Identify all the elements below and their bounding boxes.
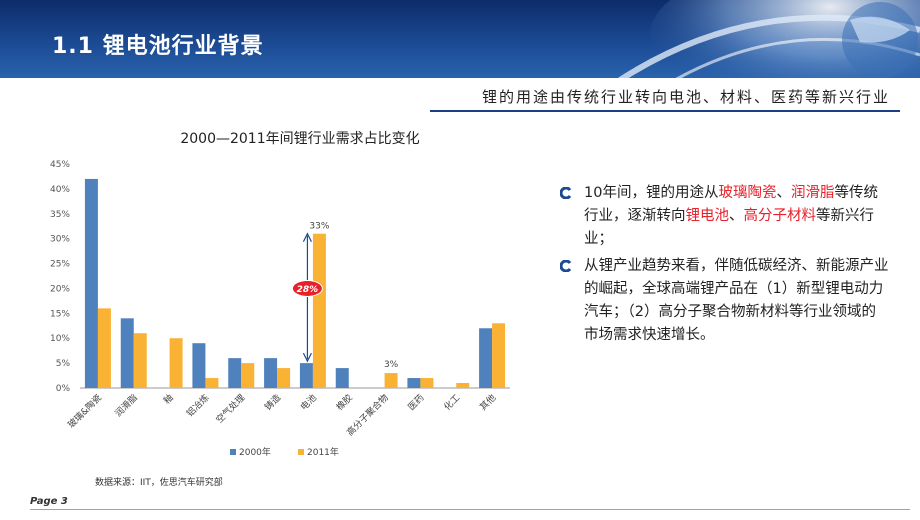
bullet-item: 从锂产业趋势来看，伴随低碳经济、新能源产业的崛起，全球高端锂产品在（1）新型锂电…: [560, 255, 890, 347]
x-tick-label: 釉: [161, 392, 176, 407]
y-tick-label: 15%: [50, 309, 70, 319]
y-tick-label: 40%: [50, 185, 70, 195]
bullet-text: 10年间，锂的用途从: [584, 185, 719, 201]
x-tick-label: 化工: [441, 392, 462, 413]
page-title: 1.1 锂电池行业背景: [52, 34, 264, 59]
legend-label: 2011年: [307, 446, 339, 458]
bar-2011: [169, 338, 183, 388]
bullet-text: 等传统行业，逐渐转向: [584, 185, 878, 224]
x-tick-label: 医药: [406, 392, 427, 413]
bullet-text: 、: [729, 208, 744, 224]
bar-2000: [335, 368, 349, 388]
bar-2000: [264, 358, 278, 388]
y-tick-label: 30%: [50, 235, 70, 245]
header-banner: 1.1 锂电池行业背景: [0, 0, 920, 78]
bar-2000: [407, 378, 421, 388]
y-tick-label: 20%: [50, 284, 70, 294]
x-tick-label: 铝冶炼: [184, 392, 212, 420]
data-label: 33%: [309, 222, 329, 232]
globe-decoration: [618, 0, 920, 78]
x-tick-label: 空气处理: [213, 392, 247, 426]
highlight-text: 润滑脂: [790, 185, 835, 201]
bar-2011: [456, 383, 470, 388]
bar-2011: [241, 363, 255, 388]
bullet-c-icon: [560, 187, 572, 199]
highlight-text: 锂电池: [685, 208, 730, 224]
bullet-text: 等新兴行业；: [584, 208, 874, 247]
arrow-down-icon: [302, 352, 312, 363]
chart-title: 2000—2011年间锂行业需求占比变化: [180, 131, 420, 147]
bar-2000: [120, 318, 134, 388]
y-tick-label: 25%: [50, 260, 70, 270]
footer-divider: [30, 509, 910, 510]
bullet-list: 10年间，锂的用途从玻璃陶瓷、润滑脂等传统行业，逐渐转向锂电池、高分子材料等新兴…: [560, 182, 890, 351]
bullet-c-icon: [560, 260, 572, 272]
x-tick-label: 其他: [477, 392, 498, 413]
arrow-up-icon: [302, 232, 312, 242]
subtitle-underline: [430, 110, 900, 112]
legend-swatch: [298, 449, 304, 455]
bar-2011: [420, 378, 434, 388]
bar-2011: [205, 378, 219, 388]
y-tick-label: 5%: [56, 359, 71, 369]
x-tick-label: 橡胶: [334, 392, 355, 413]
bar-2011: [133, 333, 147, 388]
data-label: 3%: [384, 360, 399, 370]
x-tick-label: 玻璃&陶瓷: [65, 392, 104, 431]
bullet-item: 10年间，锂的用途从玻璃陶瓷、润滑脂等传统行业，逐渐转向锂电池、高分子材料等新兴…: [560, 182, 890, 251]
bullet-text: 从锂产业趋势来看，伴随低碳经济、新能源产业的崛起，全球高端锂产品在（1）新型锂电…: [584, 258, 889, 343]
bar-2011: [384, 373, 398, 388]
page-subtitle: 锂的用途由传统行业转向电池、材料、医药等新兴行业: [481, 88, 890, 106]
highlight-text: 玻璃陶瓷: [718, 185, 777, 201]
x-tick-label: 铸造: [262, 392, 283, 413]
bar-2000: [192, 343, 206, 388]
data-source-note: 数据来源：IIT，佐思汽车研究部: [95, 478, 223, 488]
bar-2000: [228, 358, 242, 388]
bar-2011: [312, 233, 326, 388]
y-tick-label: 10%: [50, 334, 70, 344]
y-tick-label: 45%: [50, 160, 70, 170]
x-tick-label: 润滑脂: [112, 392, 140, 420]
highlight-text: 高分子材料: [743, 208, 817, 224]
change-badge: [291, 279, 323, 297]
legend-label: 2000年: [239, 446, 271, 458]
x-tick-label: 电池: [298, 392, 319, 413]
bar-2000: [299, 363, 313, 388]
bar-2011: [97, 308, 111, 388]
bar-2000: [84, 178, 98, 388]
bullet-text: 、: [776, 185, 791, 201]
page-number: Page 3: [30, 496, 68, 507]
change-badge-label: 28%: [297, 285, 319, 295]
bar-2011: [492, 323, 506, 388]
y-tick-label: 35%: [50, 210, 70, 220]
legend-swatch: [230, 449, 236, 455]
y-tick-label: 0%: [56, 384, 71, 394]
bar-2000: [479, 328, 493, 388]
bar-2011: [277, 368, 291, 388]
bar-chart: 0% 5% 10% 15% 20% 25% 30% 35% 40% 45% 玻璃&陶瓷 润滑脂 釉铝冶炼…: [50, 160, 510, 458]
